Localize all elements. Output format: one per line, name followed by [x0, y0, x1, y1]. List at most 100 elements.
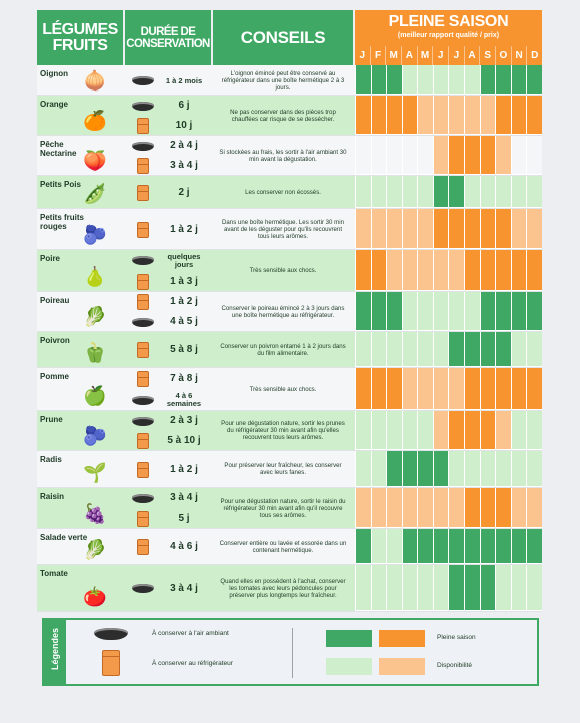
- season-cell: [479, 368, 496, 410]
- duration-value: 4 à 6 j: [170, 541, 198, 552]
- product-name-line: Salade verte: [40, 533, 88, 542]
- header-duree: DURÉE DE CONSERVATION: [125, 10, 211, 65]
- season-cell: [464, 529, 480, 564]
- product-name: Radis: [40, 455, 122, 464]
- table-row: Raisin 🍇 3 à 4 j 5 j Pour une dégustation na…: [37, 488, 542, 529]
- season-cell: [526, 488, 542, 528]
- bowl-icon: [125, 317, 161, 327]
- month-header-8: S: [479, 46, 496, 65]
- fridge-icon: [125, 510, 161, 527]
- season-grid: [355, 368, 542, 410]
- season-grid: [355, 250, 542, 291]
- duration-value: 1 à 2 j: [170, 463, 198, 475]
- table-row: Petits fruits rouges 🫐 1 à 2 j Dans une boît…: [37, 209, 542, 250]
- season-cell: [510, 250, 527, 291]
- season-cell: [448, 209, 465, 249]
- product-name: Petits Pois: [40, 180, 122, 189]
- product-name-line: Oignon: [40, 69, 68, 78]
- season-cell: [417, 96, 433, 135]
- season-cell: [479, 565, 496, 611]
- season-cell: [526, 136, 542, 175]
- duration-line: 3 à 4 j: [125, 565, 211, 612]
- season-cell: [386, 250, 402, 291]
- duration-value: 5 à 8 j: [170, 344, 198, 355]
- season-cell: [370, 136, 387, 175]
- fridge-icon: [102, 650, 120, 676]
- season-cell: [495, 529, 511, 564]
- product-name: Orange: [40, 100, 122, 109]
- header-pleine-saison: PLEINE SAISON (meilleur rapport qualité …: [355, 10, 542, 46]
- duration-cell: 2 à 4 j 3 à 4 j: [125, 136, 211, 175]
- season-cell: [479, 250, 496, 291]
- table-row: Poivron 🫑 5 à 8 j Conserver un poivron enta…: [37, 332, 542, 368]
- season-cell: [526, 368, 542, 410]
- header-duree-line2: CONSERVATION: [126, 37, 210, 50]
- fridge-icon: [125, 158, 161, 174]
- season-cell: [479, 488, 496, 528]
- season-cell: [370, 176, 387, 208]
- season-cell: [526, 65, 542, 95]
- season-cell: [386, 292, 402, 331]
- season-cell: [432, 209, 449, 249]
- product-illustration: 🥬: [83, 540, 107, 561]
- season-cell: [355, 96, 371, 135]
- product-illustration: 🍇: [83, 504, 107, 525]
- legend-box: Légendes À conserver à l'air ambiant À c…: [42, 618, 539, 686]
- product-illustration: 🫛: [83, 184, 107, 205]
- season-cell: [464, 451, 480, 487]
- season-cell: [510, 292, 527, 331]
- season-cell: [386, 209, 402, 249]
- season-cell: [510, 565, 527, 611]
- season-cell: [510, 136, 527, 175]
- product-name: Prune: [40, 415, 122, 424]
- season-cell: [464, 565, 480, 611]
- duration-value: 1 à 2 j: [170, 296, 198, 307]
- table-row: Pomme 🍏 7 à 8 j 4 à 6 semaines Très sensible…: [37, 368, 542, 411]
- bowl-icon: [125, 141, 161, 151]
- duration-cell: 3 à 4 j 5 j: [125, 488, 211, 528]
- bowl-icon: [125, 76, 161, 85]
- product-name: Poivron: [40, 336, 122, 345]
- season-cell: [495, 368, 511, 410]
- duration-line: 1 à 2 j: [125, 451, 211, 488]
- season-grid: [355, 136, 542, 175]
- swatch-disponibilite-orange: [379, 658, 425, 675]
- fridge-icon: [125, 184, 161, 201]
- season-grid: [355, 332, 542, 367]
- season-cell: [417, 488, 433, 528]
- season-cell: [386, 411, 402, 450]
- header-fruits-line2: FRUITS: [52, 36, 108, 54]
- month-header-4: M: [416, 46, 433, 65]
- product-name-line: Nectarine: [40, 149, 77, 158]
- season-grid: [355, 411, 542, 450]
- season-cell: [370, 451, 387, 487]
- duration-cell: 3 à 4 j: [125, 565, 211, 611]
- season-grid: [355, 65, 542, 95]
- season-cell: [479, 451, 496, 487]
- tip-text: Pour préserver leur fraîcheur, les conse…: [224, 462, 342, 476]
- duration-value: 2 à 4 j: [170, 140, 198, 151]
- duration-value: 3 à 4 j: [170, 492, 198, 504]
- duration-value: 6 j: [178, 100, 190, 111]
- season-cell: [417, 368, 433, 410]
- month-header-6: J: [448, 46, 464, 65]
- season-cell: [401, 565, 418, 611]
- swatch-pleine-saison-orange: [379, 630, 425, 647]
- duration-cell: 1 à 2 j: [125, 451, 211, 487]
- season-cell: [355, 488, 371, 528]
- season-cell: [464, 411, 480, 450]
- duration-line: 1 à 2 j: [125, 292, 211, 312]
- season-cell: [526, 250, 542, 291]
- duration-line: 1 à 2 j: [125, 209, 211, 250]
- product-name-line: Tomate: [40, 569, 68, 578]
- season-cell: [370, 65, 387, 95]
- season-cell: [510, 488, 527, 528]
- season-cell: [355, 411, 371, 450]
- season-cell: [510, 209, 527, 249]
- product-name-line: Raisin: [40, 492, 65, 501]
- season-grid: [355, 176, 542, 208]
- duration-line: 4 à 6 semaines: [125, 390, 211, 412]
- header-conseils-label: CONSEILS: [240, 27, 326, 47]
- month-header-1: F: [369, 46, 386, 65]
- duration-value: 10 j: [175, 120, 193, 131]
